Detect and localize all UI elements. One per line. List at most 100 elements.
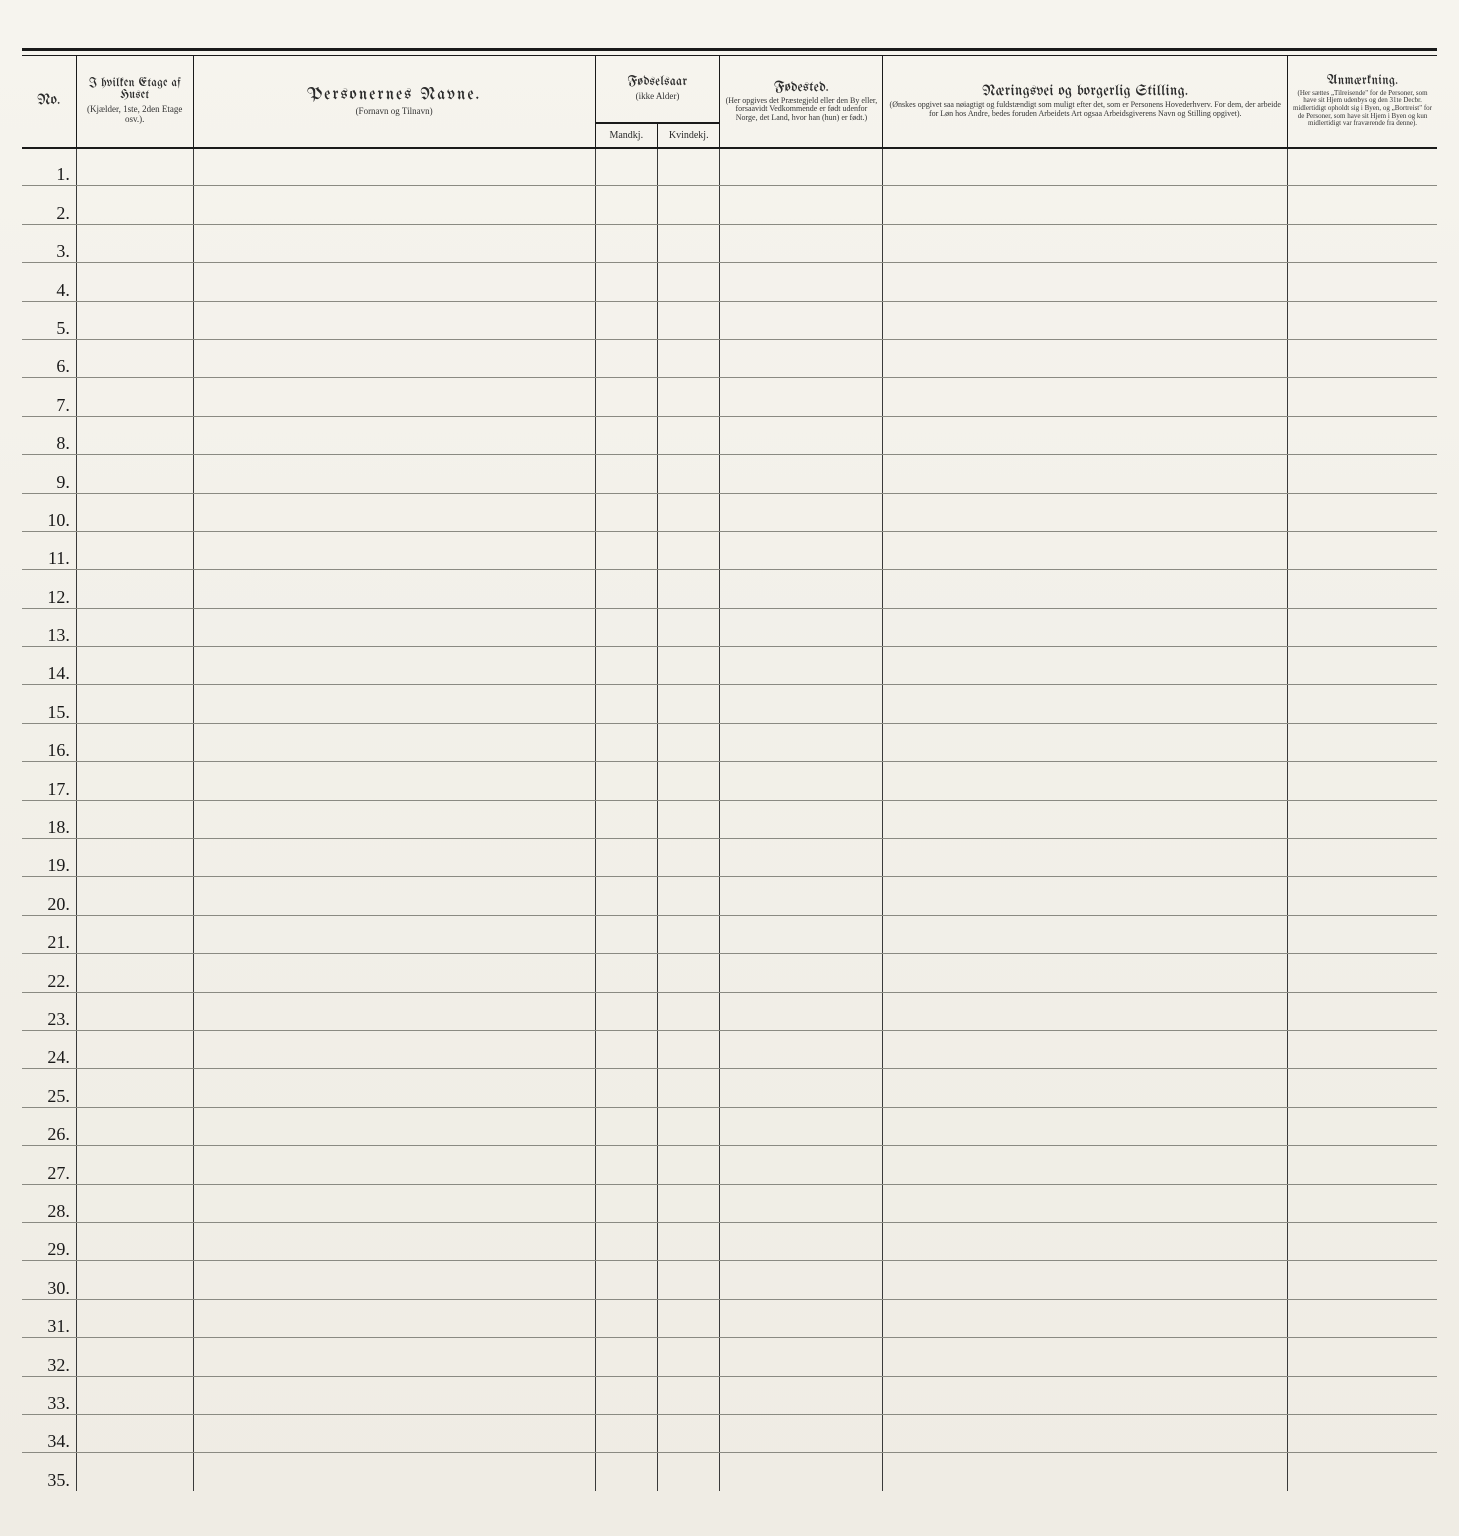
row-number: 17.: [47, 779, 70, 799]
cell-empty: [76, 570, 193, 608]
cell-empty: [76, 1299, 193, 1337]
cell-empty: [1288, 224, 1437, 262]
cell-empty: [595, 1299, 657, 1337]
cell-empty: [658, 224, 720, 262]
cell-row-number: 3.: [22, 224, 76, 262]
row-number: 25.: [47, 1086, 70, 1106]
cell-empty: [658, 1414, 720, 1452]
col-subheader-mandkj: Mandkj.: [595, 123, 657, 148]
cell-empty: [658, 1338, 720, 1376]
cell-empty: [883, 723, 1288, 761]
cell-empty: [720, 263, 883, 301]
row-number: 33.: [47, 1393, 70, 1413]
cell-empty: [193, 800, 595, 838]
cell-row-number: 21.: [22, 915, 76, 953]
row-number: 12.: [47, 587, 70, 607]
cell-empty: [595, 186, 657, 224]
cell-empty: [720, 839, 883, 877]
cell-empty: [1288, 685, 1437, 723]
cell-empty: [193, 1338, 595, 1376]
row-number: 6.: [56, 356, 70, 376]
cell-empty: [883, 762, 1288, 800]
cell-empty: [1288, 531, 1437, 569]
col-header-naering: Næringsvei og borgerlig Stilling. (Ønske…: [883, 56, 1288, 148]
cell-empty: [193, 455, 595, 493]
cell-empty: [720, 1338, 883, 1376]
cell-empty: [76, 723, 193, 761]
cell-empty: [658, 723, 720, 761]
row-number: 18.: [47, 817, 70, 837]
cell-empty: [193, 1222, 595, 1260]
row-number: 14.: [47, 663, 70, 683]
cell-empty: [720, 1222, 883, 1260]
cell-row-number: 32.: [22, 1338, 76, 1376]
cell-empty: [1288, 1184, 1437, 1222]
row-number: 16.: [47, 740, 70, 760]
row-number: 4.: [56, 280, 70, 300]
cell-empty: [658, 531, 720, 569]
census-form-page: No. I hvilken Etage af Huset (Kjælder, 1…: [0, 0, 1459, 1536]
cell-empty: [720, 493, 883, 531]
cell-empty: [720, 531, 883, 569]
cell-empty: [193, 531, 595, 569]
cell-row-number: 6.: [22, 339, 76, 377]
cell-empty: [595, 148, 657, 186]
cell-empty: [76, 800, 193, 838]
col-sub-fodselsaar: (ikke Alder): [600, 91, 716, 101]
cell-empty: [76, 1453, 193, 1491]
top-rule: [22, 48, 1437, 51]
cell-empty: [658, 1069, 720, 1107]
cell-empty: [720, 685, 883, 723]
col-header-anm: Anmærkning. (Her sættes „Tilreisende" fo…: [1288, 56, 1437, 148]
cell-empty: [720, 1069, 883, 1107]
cell-empty: [76, 1414, 193, 1452]
col-title-fodselsaar: Fødselsaar: [600, 76, 716, 89]
cell-empty: [595, 416, 657, 454]
table-row: 29.: [22, 1222, 1437, 1260]
cell-empty: [595, 1107, 657, 1145]
col-header-navne: Personernes Navne. (Fornavn og Tilnavn): [193, 56, 595, 148]
row-number: 29.: [47, 1239, 70, 1259]
cell-empty: [595, 1030, 657, 1068]
cell-empty: [76, 877, 193, 915]
cell-empty: [883, 148, 1288, 186]
cell-empty: [76, 1261, 193, 1299]
cell-empty: [720, 877, 883, 915]
col-header-no: No.: [22, 56, 76, 148]
cell-empty: [1288, 647, 1437, 685]
cell-empty: [76, 263, 193, 301]
table-row: 22.: [22, 954, 1437, 992]
cell-row-number: 20.: [22, 877, 76, 915]
cell-empty: [595, 954, 657, 992]
cell-empty: [595, 1453, 657, 1491]
col-title-no: No.: [26, 92, 72, 108]
cell-empty: [720, 148, 883, 186]
cell-row-number: 18.: [22, 800, 76, 838]
cell-empty: [658, 263, 720, 301]
cell-empty: [1288, 839, 1437, 877]
cell-empty: [883, 1376, 1288, 1414]
col-title-fodested: Fødested.: [724, 80, 878, 95]
cell-empty: [1288, 992, 1437, 1030]
cell-empty: [883, 1261, 1288, 1299]
cell-empty: [1288, 1069, 1437, 1107]
col-title-etage: I hvilken Etage af Huset: [81, 78, 189, 102]
cell-empty: [76, 1030, 193, 1068]
row-number: 31.: [47, 1316, 70, 1336]
col-sub-navne: (Fornavn og Tilnavn): [198, 106, 591, 116]
cell-empty: [720, 1261, 883, 1299]
table-row: 3.: [22, 224, 1437, 262]
cell-empty: [76, 455, 193, 493]
cell-empty: [595, 1146, 657, 1184]
cell-empty: [720, 1376, 883, 1414]
cell-empty: [658, 301, 720, 339]
cell-empty: [595, 455, 657, 493]
cell-empty: [658, 339, 720, 377]
cell-empty: [658, 378, 720, 416]
cell-empty: [595, 915, 657, 953]
cell-empty: [595, 877, 657, 915]
cell-empty: [193, 1069, 595, 1107]
cell-empty: [1288, 1338, 1437, 1376]
cell-empty: [1288, 1376, 1437, 1414]
cell-empty: [658, 1146, 720, 1184]
